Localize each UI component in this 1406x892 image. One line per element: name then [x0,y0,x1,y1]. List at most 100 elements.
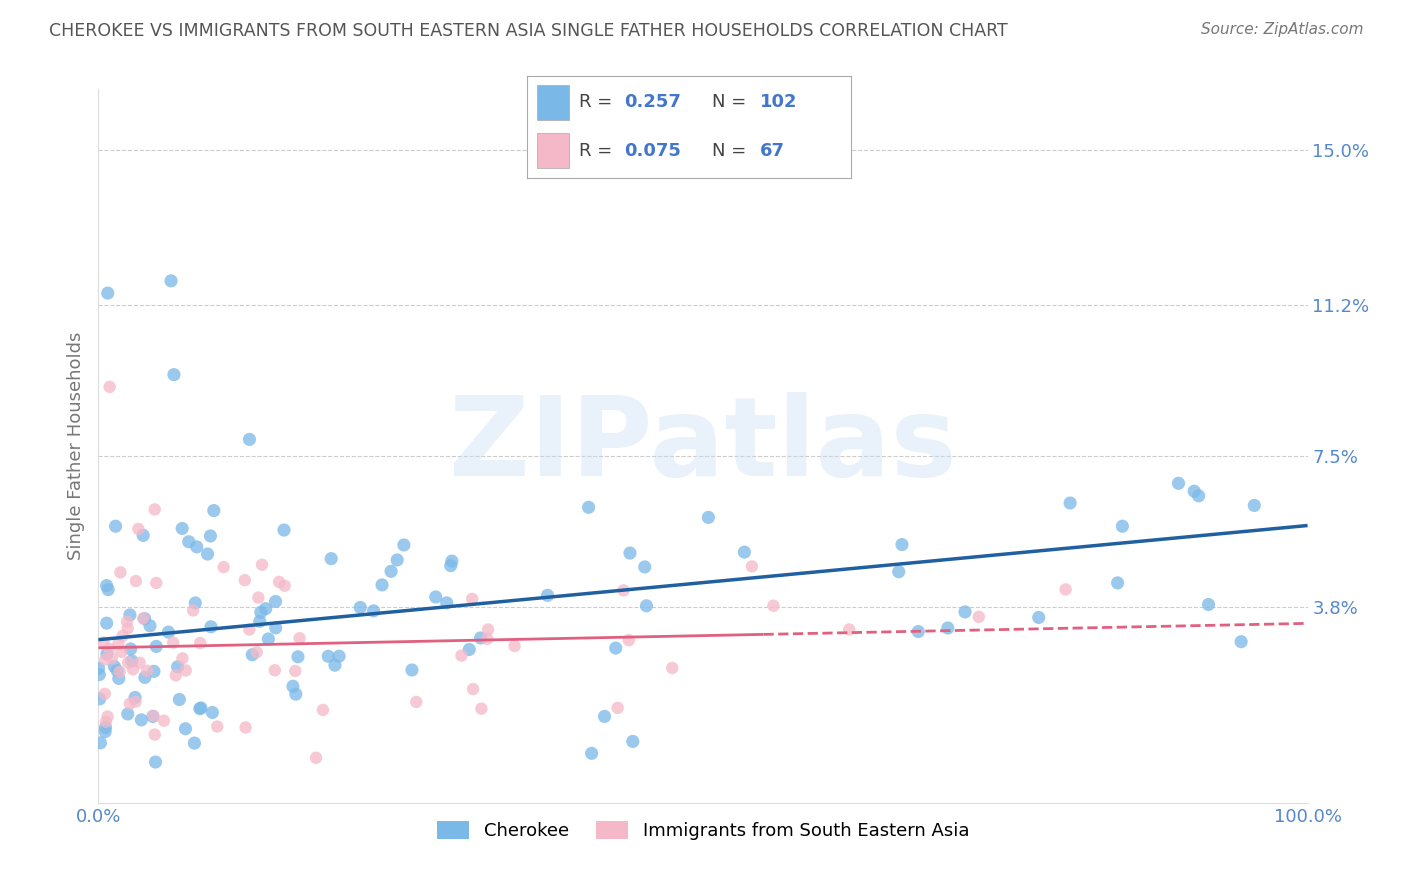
Point [581,747,603,761]
Point [762,599,785,613]
Point [103,659,125,673]
Point [1230,634,1253,648]
Point [143,728,166,742]
Text: N =: N = [711,142,752,160]
Point [536,588,558,602]
Point [273,579,295,593]
Point [120,642,142,657]
Point [1198,598,1220,612]
Point [470,631,492,645]
Point [263,663,285,677]
Point [142,709,165,723]
Point [907,624,929,639]
Point [578,500,600,515]
Point [87,661,110,675]
Point [477,632,499,646]
Point [136,664,159,678]
Point [107,636,129,650]
Point [1111,519,1133,533]
Point [621,734,644,748]
Point [157,625,180,640]
Point [124,690,146,705]
Text: ZIPatlas: ZIPatlas [449,392,957,500]
Point [405,695,427,709]
Point [145,640,167,654]
Point [105,664,128,678]
Point [891,538,914,552]
Point [661,661,683,675]
Point [200,529,222,543]
Point [363,604,385,618]
Point [89,667,111,681]
Point [461,681,484,696]
Point [104,519,127,533]
Point [593,709,616,723]
Point [1182,484,1205,499]
Text: Source: ZipAtlas.com: Source: ZipAtlas.com [1201,22,1364,37]
Point [117,622,139,636]
Point [93,635,115,649]
Point [636,599,658,613]
Point [401,663,423,677]
Point [197,547,219,561]
Point [387,553,409,567]
Point [128,656,150,670]
Point [249,605,271,619]
Point [247,591,270,605]
Point [188,701,211,715]
Point [477,623,499,637]
Point [316,649,339,664]
Text: R =: R = [579,94,619,112]
Point [619,546,641,560]
Point [967,610,990,624]
Point [190,701,212,715]
Point [134,612,156,626]
Point [1167,476,1189,491]
Point [94,724,117,739]
Text: CHEROKEE VS IMMIGRANTS FROM SOUTH EASTERN ASIA SINGLE FATHER HOUSEHOLDS CORRELAT: CHEROKEE VS IMMIGRANTS FROM SOUTH EASTER… [49,22,1008,40]
Point [212,560,235,574]
Point [98,641,121,656]
Point [127,522,149,536]
Point [132,611,155,625]
Point [110,566,132,580]
Point [328,649,350,664]
Point [281,679,304,693]
Point [143,665,166,679]
Point [238,623,260,637]
Point [250,558,273,572]
Point [124,695,146,709]
Point [97,709,120,723]
Point [118,607,141,622]
Point [184,596,207,610]
Point [181,603,204,617]
Point [188,636,211,650]
Point [186,540,208,554]
Point [233,573,256,587]
Point [458,642,481,657]
Point [461,591,484,606]
Point [634,560,657,574]
Point [169,692,191,706]
Point [269,574,291,589]
Point [117,706,139,721]
Point [606,701,628,715]
Point [94,652,117,666]
Point [1107,575,1129,590]
Point [349,600,371,615]
Point [235,721,257,735]
Point [287,649,309,664]
Point [312,703,335,717]
Point [177,534,200,549]
Point [436,596,458,610]
Point [125,574,148,588]
Point [115,615,138,629]
Point [96,647,118,661]
Point [380,564,402,578]
Point [1188,489,1211,503]
Point [183,736,205,750]
Bar [537,133,569,168]
Point [94,687,117,701]
Point [440,554,463,568]
Point [111,629,134,643]
